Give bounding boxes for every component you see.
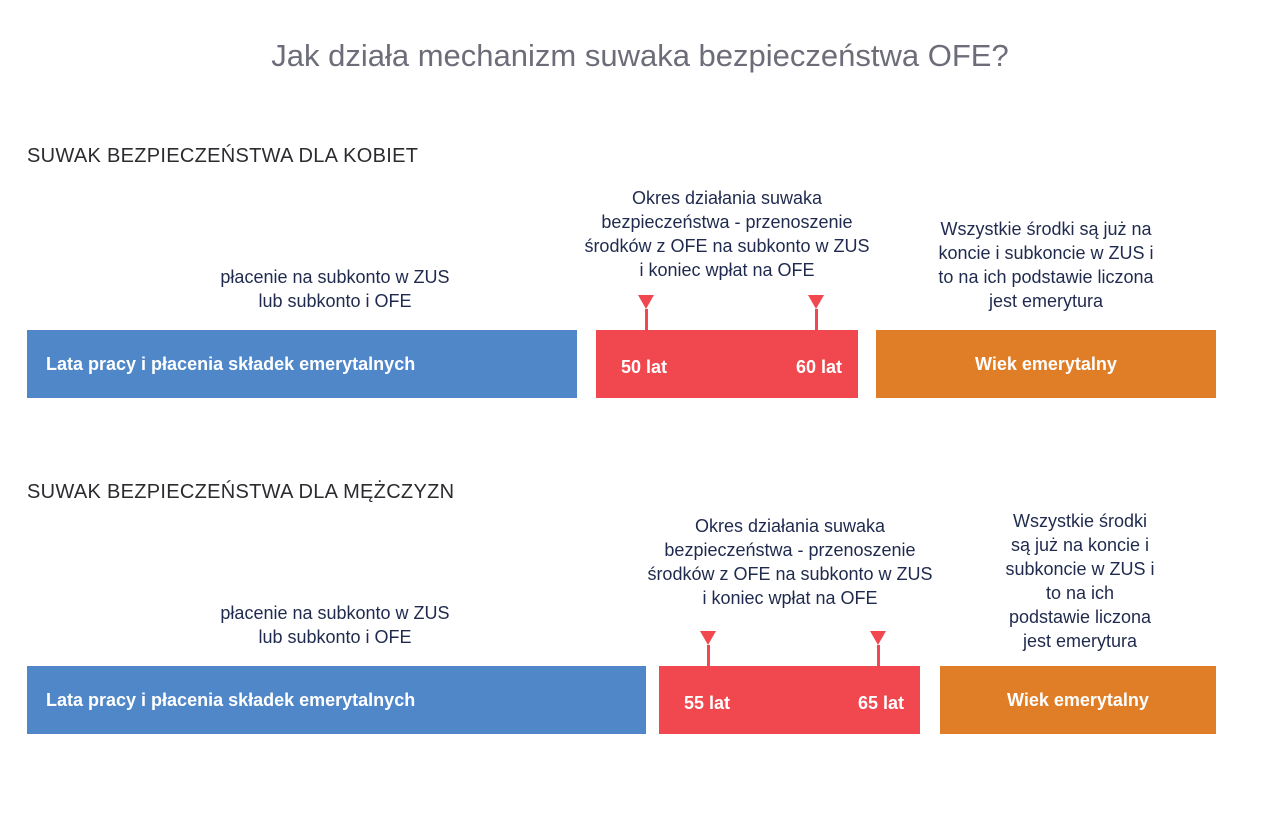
work-years-label: Lata pracy i płacenia składek emerytalny… bbox=[46, 689, 416, 710]
work-years-bar-men: Lata pracy i płacenia składek emerytalny… bbox=[27, 666, 646, 734]
retirement-bar-women: Wiek emerytalny bbox=[876, 330, 1216, 398]
note-line: płacenie na subkonto w ZUS bbox=[220, 603, 450, 623]
slider-end-label: 65 lat bbox=[857, 692, 904, 713]
note-line: Wszystkie środki bbox=[1012, 511, 1147, 531]
start-marker-women bbox=[638, 295, 654, 330]
note-line: i koniec wpłat na OFE bbox=[702, 588, 878, 608]
note-line: bezpieczeństwa - przenoszenie bbox=[601, 212, 853, 232]
retirement-note-men: Wszystkie środki są już na koncie i subk… bbox=[960, 509, 1200, 653]
slider-end-label: 60 lat bbox=[795, 356, 842, 377]
note-line: subkoncie w ZUS i bbox=[1005, 559, 1155, 579]
note-line: bezpieczeństwa - przenoszenie bbox=[664, 540, 916, 560]
slider-note-men: Okres działania suwaka bezpieczeństwa - … bbox=[620, 514, 960, 610]
triangle-marker-icon bbox=[700, 631, 716, 645]
work-years-bar-women: Lata pracy i płacenia składek emerytalny… bbox=[27, 330, 577, 398]
page-title: Jak działa mechanizm suwaka bezpieczeńst… bbox=[271, 38, 1009, 73]
triangle-marker-icon bbox=[870, 631, 886, 645]
note-line: środków z OFE na subkonto w ZUS bbox=[647, 564, 933, 584]
note-line: są już na koncie i bbox=[1010, 535, 1150, 555]
slider-period-bar-men: 55 lat 65 lat bbox=[659, 666, 920, 734]
slider-note-women: Okres działania suwaka bezpieczeństwa - … bbox=[557, 186, 897, 282]
triangle-marker-icon bbox=[638, 295, 654, 309]
triangle-marker-icon bbox=[808, 295, 824, 309]
note-line: płacenie na subkonto w ZUS bbox=[220, 267, 450, 287]
slider-start-label: 55 lat bbox=[684, 692, 731, 713]
marker-stem bbox=[876, 645, 880, 666]
work-note-women: płacenie na subkonto w ZUS lub subkonto … bbox=[180, 265, 490, 313]
marker-stem bbox=[706, 645, 710, 666]
note-line: Okres działania suwaka bbox=[631, 188, 823, 208]
note-line: i koniec wpłat na OFE bbox=[639, 260, 815, 280]
retirement-bar-men: Wiek emerytalny bbox=[940, 666, 1216, 734]
marker-stem bbox=[644, 309, 648, 330]
note-line: lub subkonto i OFE bbox=[258, 291, 412, 311]
note-line: koncie i subkoncie w ZUS i bbox=[938, 243, 1154, 263]
end-marker-women bbox=[808, 295, 824, 330]
section-heading-women: SUWAK BEZPIECZEŃSTWA DLA KOBIET bbox=[27, 145, 419, 167]
marker-stem bbox=[814, 309, 818, 330]
slider-period-bar-women: 50 lat 60 lat bbox=[596, 330, 858, 398]
note-line: lub subkonto i OFE bbox=[258, 627, 412, 647]
note-line: środków z OFE na subkonto w ZUS bbox=[584, 236, 870, 256]
note-line: jest emerytura bbox=[1022, 631, 1138, 651]
note-line: Okres działania suwaka bbox=[694, 516, 886, 536]
retirement-label: Wiek emerytalny bbox=[1007, 689, 1149, 710]
start-marker-men bbox=[700, 631, 716, 666]
note-line: jest emerytura bbox=[988, 291, 1104, 311]
retirement-label: Wiek emerytalny bbox=[975, 353, 1117, 374]
end-marker-men bbox=[870, 631, 886, 666]
note-line: podstawie liczona bbox=[1008, 607, 1152, 627]
section-heading-men: SUWAK BEZPIECZEŃSTWA DLA MĘŻCZYZN bbox=[27, 481, 455, 503]
work-note-men: płacenie na subkonto w ZUS lub subkonto … bbox=[180, 601, 490, 649]
retirement-note-women: Wszystkie środki są już na koncie i subk… bbox=[896, 217, 1196, 313]
slider-start-label: 50 lat bbox=[621, 356, 668, 377]
note-line: to na ich bbox=[1045, 583, 1115, 603]
note-line: to na ich podstawie liczona bbox=[938, 267, 1154, 287]
work-years-label: Lata pracy i płacenia składek emerytalny… bbox=[46, 353, 416, 374]
note-line: Wszystkie środki są już na bbox=[940, 219, 1152, 239]
